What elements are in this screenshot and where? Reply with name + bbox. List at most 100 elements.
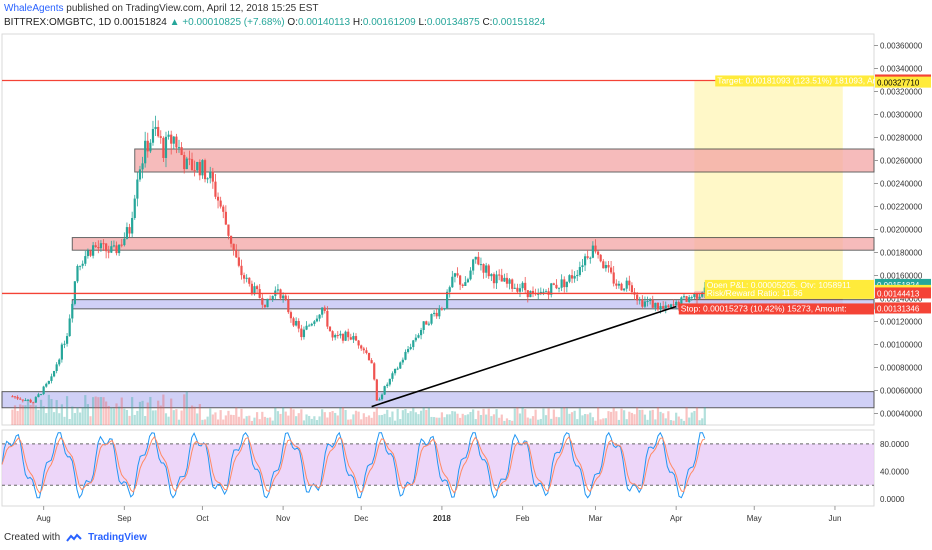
tradingview-brand[interactable]: TradingView: [88, 532, 147, 543]
candle-body: [128, 227, 131, 234]
candle-body: [641, 299, 644, 307]
candle-body: [120, 244, 123, 246]
candle-body: [638, 299, 641, 301]
author-link[interactable]: WhaleAgents: [4, 3, 64, 14]
candle-body: [157, 126, 160, 137]
volume-bar: [599, 419, 602, 425]
volume-bar: [201, 419, 204, 425]
up-arrow-icon: ▲: [169, 17, 180, 28]
volume-bar: [482, 408, 485, 425]
candle-body: [326, 310, 329, 327]
candle-body: [16, 396, 19, 399]
volume-bar: [414, 412, 417, 425]
candle-body: [662, 306, 665, 309]
candle-body: [555, 284, 558, 289]
volume-bar: [175, 409, 178, 425]
candle-body: [448, 287, 451, 292]
candle-body: [318, 314, 321, 319]
volume-bar: [216, 419, 220, 425]
volume-bar: [112, 408, 116, 425]
candle-body: [607, 265, 610, 268]
volume-bar: [331, 411, 334, 425]
volume-bar: [227, 410, 230, 425]
candle-body: [214, 181, 217, 197]
candle-body: [37, 394, 40, 398]
volume-bar: [641, 409, 644, 425]
candle-body: [544, 291, 548, 293]
candle-body: [261, 297, 264, 305]
candle-body: [297, 320, 300, 329]
candle-body: [227, 224, 230, 236]
volume-bar: [466, 414, 470, 425]
y-tick-label: 0.00060000: [880, 387, 923, 396]
candle-body: [201, 160, 204, 176]
candle-body: [170, 134, 173, 144]
volume-bar: [162, 394, 165, 425]
candle-body: [357, 340, 360, 346]
candle-body: [164, 136, 168, 158]
volume-bar: [271, 420, 274, 425]
volume-bar: [297, 413, 300, 425]
candle-body: [321, 307, 324, 315]
candle-body: [219, 200, 222, 207]
y-tick-label: 0.00080000: [880, 364, 923, 373]
volume-bar: [198, 404, 201, 425]
volume-bar: [190, 405, 194, 425]
candle-body: [404, 351, 407, 360]
volume-bar: [206, 416, 209, 425]
volume-bar: [253, 417, 256, 425]
candle-body: [292, 318, 295, 326]
target-label: Target: 0.00181093 (123.51%) 181093, Amo…: [717, 75, 898, 85]
y-tick-label: 0.00360000: [880, 42, 923, 51]
candle-body: [323, 307, 326, 311]
candle-body: [123, 238, 126, 246]
risk-reward-label-bg: [704, 287, 874, 299]
candle-body: [177, 147, 181, 149]
candle-body: [469, 270, 472, 280]
candle-body: [136, 179, 139, 199]
volume-bar: [313, 416, 316, 425]
risk-reward-label: Risk/Reward Ratio: 11.86: [707, 288, 803, 298]
candle-body: [26, 399, 30, 401]
volume-bar: [240, 408, 243, 425]
volume-bar: [565, 408, 568, 425]
candle-body: [669, 304, 673, 308]
volume-bar: [386, 409, 389, 425]
volume-bar: [427, 407, 430, 425]
candle-body: [118, 244, 121, 254]
candle-body: [32, 402, 35, 404]
candle-body: [71, 303, 74, 319]
volume-bar: [321, 409, 324, 425]
volume-bar: [250, 420, 253, 425]
price-tag: 0.00144413: [877, 289, 920, 298]
y-tick-label: 0.00240000: [880, 180, 923, 189]
candle-body: [224, 211, 227, 225]
candle-body: [81, 263, 84, 266]
candle-body: [97, 247, 100, 249]
candle-body: [13, 396, 17, 398]
candle-body: [34, 397, 37, 403]
candle-body: [498, 274, 501, 276]
candle-body: [198, 161, 201, 176]
candle-body: [563, 279, 566, 288]
candle-body: [65, 336, 69, 344]
volume-bar: [503, 420, 506, 425]
candle-body: [162, 137, 165, 158]
volume-bar: [24, 405, 27, 425]
volume-bar: [578, 408, 581, 425]
volume-bar: [625, 419, 628, 425]
candle-body: [138, 169, 142, 180]
candle-body: [623, 288, 626, 291]
y-tick-label: 0.00140000: [880, 295, 923, 304]
time-axis: Aug Sep Oct Nov Dec 2018 Feb Mar Apr May Jun: [37, 506, 841, 523]
volume-bar: [211, 414, 214, 425]
candle-body: [112, 245, 116, 247]
candle-body: [490, 274, 493, 277]
volume-bar: [425, 409, 428, 425]
candle-body: [477, 256, 480, 265]
volume-bar: [229, 414, 233, 425]
volume-bar: [568, 413, 571, 425]
candle-body: [68, 318, 71, 337]
volume-bar: [26, 399, 30, 425]
